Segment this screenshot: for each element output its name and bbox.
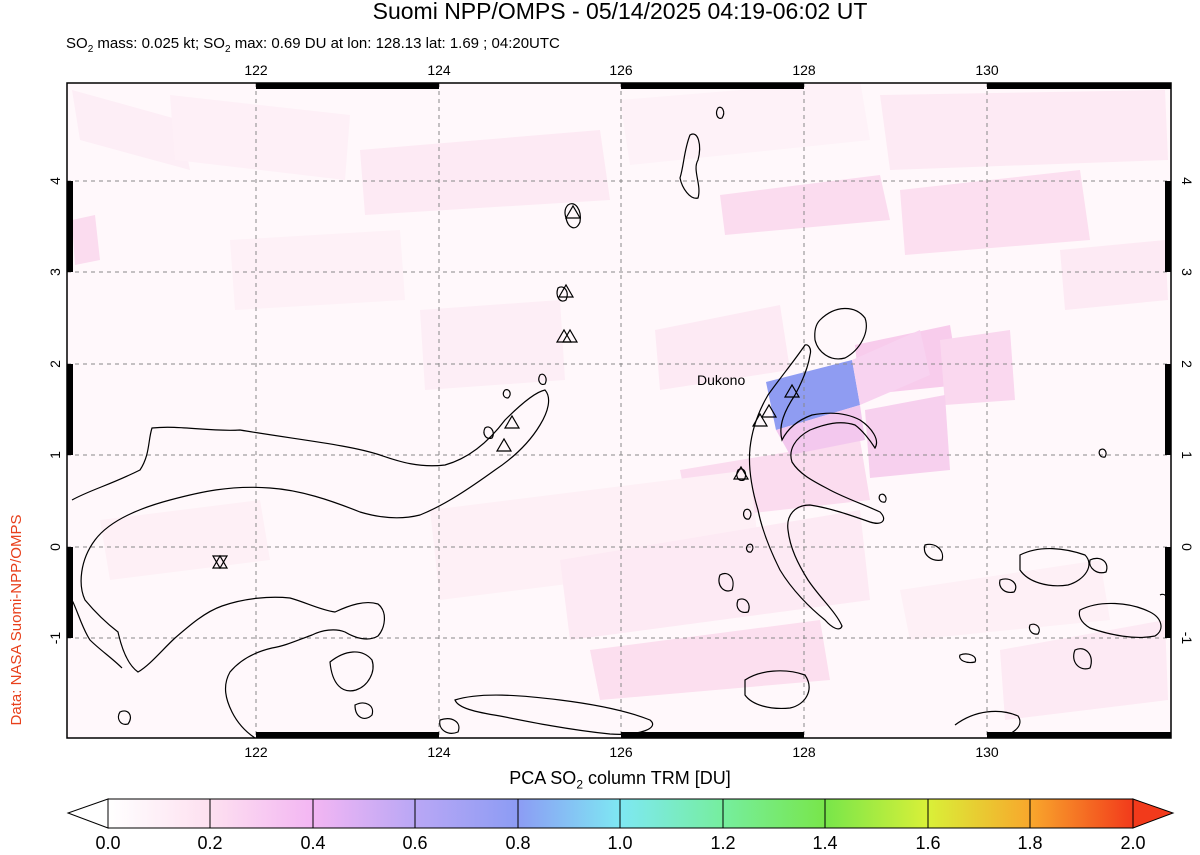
lon-label-top: 122 bbox=[244, 62, 268, 78]
lat-label-left: 1 bbox=[47, 451, 63, 459]
colorbar bbox=[66, 798, 1175, 829]
volcano-triangles bbox=[211, 204, 801, 569]
colorbar-tick: 0.8 bbox=[505, 833, 531, 853]
lat-label-right: 1 bbox=[1179, 451, 1195, 459]
lon-label-bottom: 124 bbox=[427, 744, 451, 760]
lon-label-bottom: 128 bbox=[792, 744, 816, 760]
map-subtitle: SO2 mass: 0.025 kt; SO2 max: 0.69 DU at … bbox=[66, 35, 560, 55]
map-border-bars bbox=[67, 83, 1171, 738]
colorbar-tick: 1.8 bbox=[1017, 833, 1043, 853]
lat-label-right: 3 bbox=[1179, 268, 1195, 276]
lon-label-bottom: 122 bbox=[244, 744, 268, 760]
lat-label-right: -1 bbox=[1179, 631, 1195, 645]
map-title: Suomi NPP/OMPS - 05/14/2025 04:19-06:02 … bbox=[372, 0, 868, 24]
lon-label-top: 124 bbox=[427, 62, 451, 78]
colorbar-tick: 1.6 bbox=[915, 833, 941, 853]
volcano-label-dukono: Dukono bbox=[697, 372, 746, 388]
colorbar-tick: 0.2 bbox=[197, 833, 223, 853]
colorbar-tick: 0.6 bbox=[402, 833, 428, 853]
lat-label-left: -1 bbox=[47, 631, 63, 645]
lat-label-right: 4 bbox=[1179, 177, 1195, 185]
colorbar-tick: 1.4 bbox=[812, 833, 838, 853]
colorbar-tick: 2.0 bbox=[1120, 833, 1146, 853]
lon-label-top: 126 bbox=[609, 62, 633, 78]
map-gridlines bbox=[67, 83, 1171, 738]
colorbar-tick: 0.4 bbox=[300, 833, 326, 853]
colorbar-tick: 0.0 bbox=[95, 833, 121, 853]
lon-label-top: 130 bbox=[975, 62, 999, 78]
lat-label-left: 2 bbox=[47, 360, 63, 368]
lon-label-bottom: 126 bbox=[609, 744, 633, 760]
colorbar-tick: 1.0 bbox=[607, 833, 633, 853]
colorbar-tick: 1.2 bbox=[710, 833, 736, 853]
lat-label-left: 4 bbox=[47, 177, 63, 185]
lat-label-right: 0 bbox=[1179, 543, 1195, 551]
colorbar-title: PCA SO2 column TRM [DU] bbox=[509, 768, 731, 792]
lon-label-top: 128 bbox=[792, 62, 816, 78]
lat-label-right: 2 bbox=[1179, 360, 1195, 368]
lon-label-bottom: 130 bbox=[975, 744, 999, 760]
so2-field bbox=[67, 83, 1171, 738]
lat-label-left: 0 bbox=[47, 543, 63, 551]
lat-label-left: 3 bbox=[47, 268, 63, 276]
